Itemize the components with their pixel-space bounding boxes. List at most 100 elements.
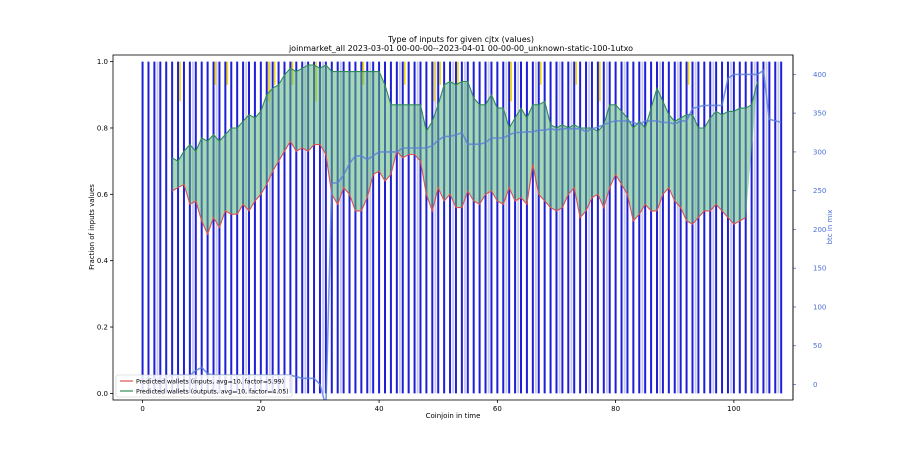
bar [502, 61, 505, 394]
bar [590, 61, 593, 394]
bar [638, 61, 641, 394]
bar [360, 61, 363, 394]
bar [372, 61, 375, 394]
bar [395, 61, 398, 394]
bar-light [623, 61, 626, 394]
bar [715, 61, 718, 394]
bar [561, 61, 564, 394]
bar [685, 61, 688, 394]
bar [283, 61, 286, 394]
chart-title: Type of inputs for given cjtx (values) [387, 35, 534, 44]
bar [437, 61, 440, 394]
bar-light [487, 61, 490, 394]
bar-light [505, 61, 508, 394]
bar [200, 61, 203, 394]
bar [342, 61, 345, 394]
bar-accent [273, 61, 276, 85]
bar [224, 61, 227, 394]
bar [248, 61, 250, 394]
bar [318, 61, 321, 394]
y-axis-label: Fraction of inputs values [88, 184, 96, 270]
y2-tick-label: 0 [813, 381, 817, 389]
bar-light [464, 61, 466, 394]
bar [543, 61, 546, 394]
bar-light [399, 61, 401, 394]
bar [549, 61, 552, 394]
bar [762, 61, 765, 394]
bar [141, 61, 144, 394]
bar-light [712, 61, 715, 394]
chart-subtitle: joinmarket_all 2023-03-01 00-00-00--2023… [288, 44, 633, 53]
x-tick-label: 80 [611, 405, 620, 413]
outputs-line [171, 64, 759, 162]
bar-accent [687, 61, 690, 85]
bar [650, 61, 653, 394]
bar [703, 61, 706, 394]
bar [253, 61, 256, 394]
bar [679, 61, 682, 394]
bar [449, 61, 452, 394]
bar [384, 61, 386, 394]
bar [525, 61, 528, 394]
bar [159, 61, 162, 394]
bar-light [416, 61, 419, 394]
bar-light [322, 61, 324, 394]
bar-light [765, 61, 768, 394]
bar [585, 61, 588, 394]
y2-tick-label: 350 [813, 110, 826, 118]
bar-accent [403, 61, 406, 85]
bar-light [268, 61, 271, 394]
bar [165, 61, 168, 394]
bar [644, 61, 647, 394]
legend: Predicted wallets (inputs, avg=10, facto… [115, 374, 293, 398]
bar [608, 61, 611, 394]
bar [407, 61, 410, 394]
bar [212, 61, 215, 394]
y2-axis: 0 50 100 150 200 250 300 350 400 [792, 55, 826, 400]
bar-light [192, 61, 194, 394]
bar-light [730, 61, 732, 394]
bar [466, 61, 469, 394]
bar [602, 61, 605, 394]
bar [537, 61, 540, 394]
x-tick-label: 40 [375, 405, 384, 413]
bar [147, 61, 150, 394]
bar [354, 61, 357, 394]
y2-tick-label: 100 [813, 303, 826, 311]
bar-accent [457, 61, 459, 85]
bar [194, 61, 197, 394]
inputs-line [171, 140, 746, 236]
bar [626, 61, 629, 394]
bar [632, 61, 635, 394]
bar [567, 61, 570, 394]
bar-light [535, 61, 537, 394]
bar [236, 61, 239, 394]
bar [726, 61, 729, 394]
bar-light [753, 61, 756, 394]
bar [673, 61, 676, 394]
bar [514, 61, 517, 394]
bar-light [339, 61, 342, 394]
bar [401, 61, 404, 394]
bar [171, 61, 174, 394]
bar-light [452, 61, 455, 394]
bar-light [694, 61, 697, 394]
y2-tick-label: 150 [813, 265, 826, 273]
bar [738, 61, 741, 394]
bar-light [369, 61, 372, 394]
y2-tick-label: 50 [813, 342, 822, 350]
bar [768, 61, 771, 394]
bar-light [434, 61, 437, 394]
bar [721, 61, 724, 394]
bar-accent [439, 61, 442, 85]
bar [531, 61, 534, 394]
legend-label-outputs: Predicted wallets (outputs, avg=10, fact… [136, 389, 289, 396]
bar-light [588, 61, 591, 394]
bar [667, 61, 670, 394]
bar [756, 61, 759, 394]
bar-accent [267, 61, 270, 102]
bar [596, 61, 599, 394]
bar [454, 61, 457, 394]
y2-tick-label: 200 [813, 226, 826, 234]
